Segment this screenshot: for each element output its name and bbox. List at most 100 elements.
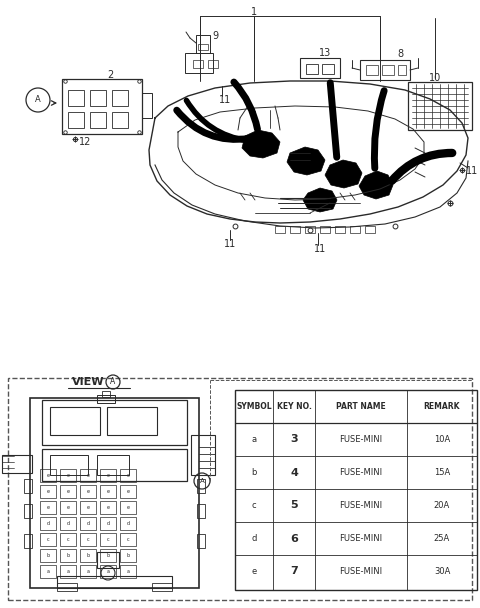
Bar — [100, 565, 116, 578]
Text: FUSE-MINI: FUSE-MINI — [339, 435, 383, 444]
Bar — [100, 517, 116, 530]
Text: a: a — [86, 569, 89, 574]
Text: d: d — [126, 521, 130, 526]
Text: 13: 13 — [319, 48, 331, 58]
Text: d: d — [252, 534, 257, 543]
Text: REMARK: REMARK — [424, 402, 460, 411]
Bar — [60, 469, 76, 482]
Bar — [100, 469, 116, 482]
Bar — [62, 79, 142, 134]
Text: e: e — [252, 567, 257, 576]
Bar — [120, 485, 136, 498]
Text: 8: 8 — [397, 49, 403, 59]
Bar — [185, 53, 213, 73]
Bar — [197, 504, 205, 518]
Bar — [408, 82, 472, 130]
Text: FUSE-MINI: FUSE-MINI — [339, 468, 383, 477]
Text: c: c — [87, 537, 89, 542]
Bar — [97, 552, 119, 568]
Text: a: a — [107, 569, 109, 574]
Bar — [191, 435, 215, 475]
Bar — [152, 583, 172, 591]
Text: 3: 3 — [290, 435, 298, 444]
Text: d: d — [107, 521, 109, 526]
Text: KEY NO.: KEY NO. — [276, 402, 312, 411]
Bar — [305, 226, 315, 233]
Bar — [193, 60, 203, 68]
Text: e: e — [127, 473, 130, 478]
Text: e: e — [107, 505, 109, 510]
Bar — [60, 485, 76, 498]
Bar — [120, 565, 136, 578]
Text: 4: 4 — [290, 468, 298, 477]
Text: 30A: 30A — [434, 567, 450, 576]
Bar — [365, 226, 375, 233]
Bar — [120, 517, 136, 530]
Bar — [2, 455, 32, 473]
Bar — [30, 398, 199, 588]
Text: 11: 11 — [219, 95, 231, 105]
Bar — [60, 501, 76, 514]
Text: c: c — [107, 537, 109, 542]
Bar — [50, 407, 100, 435]
Bar — [80, 533, 96, 546]
Bar — [197, 534, 205, 548]
Text: 9: 9 — [212, 31, 218, 41]
Bar — [398, 65, 406, 75]
Bar — [320, 226, 330, 233]
Bar — [235, 390, 477, 590]
Bar — [100, 533, 116, 546]
Bar — [40, 549, 56, 562]
Text: 10A: 10A — [434, 435, 450, 444]
Bar — [40, 501, 56, 514]
Text: 1: 1 — [251, 7, 257, 17]
Text: PART NAME: PART NAME — [336, 402, 386, 411]
Text: e: e — [86, 505, 89, 510]
Bar — [50, 455, 88, 475]
Text: c: c — [47, 537, 49, 542]
Bar — [42, 449, 187, 481]
Polygon shape — [359, 171, 393, 199]
Bar — [197, 479, 205, 493]
Text: 10: 10 — [429, 73, 441, 83]
Text: 11: 11 — [224, 239, 236, 249]
Text: e: e — [47, 489, 49, 494]
Bar — [300, 58, 340, 78]
Bar — [120, 501, 136, 514]
Bar — [142, 93, 152, 118]
Text: b: b — [252, 468, 257, 477]
Bar — [90, 90, 106, 106]
Text: e: e — [47, 473, 49, 478]
Text: 2: 2 — [107, 70, 113, 80]
Bar — [100, 485, 116, 498]
Bar — [24, 479, 32, 493]
Bar — [90, 112, 106, 128]
Text: 25A: 25A — [434, 534, 450, 543]
Text: e: e — [86, 473, 89, 478]
Bar — [120, 549, 136, 562]
Text: a: a — [67, 569, 70, 574]
Bar — [40, 533, 56, 546]
Polygon shape — [287, 147, 325, 175]
Text: e: e — [67, 473, 70, 478]
Text: b: b — [47, 553, 49, 558]
Bar — [60, 549, 76, 562]
Bar — [80, 517, 96, 530]
Bar — [196, 35, 210, 53]
Text: d: d — [47, 521, 49, 526]
Bar — [290, 226, 300, 233]
Bar — [40, 517, 56, 530]
Bar — [42, 400, 187, 445]
Bar — [8, 378, 472, 600]
Bar — [107, 407, 157, 435]
Text: FUSE-MINI: FUSE-MINI — [339, 534, 383, 543]
Text: 11: 11 — [466, 166, 478, 176]
Text: 12: 12 — [79, 137, 91, 147]
Bar — [57, 583, 77, 591]
Bar — [80, 469, 96, 482]
Text: a: a — [127, 569, 130, 574]
Bar — [275, 226, 285, 233]
Text: b: b — [126, 553, 130, 558]
Text: e: e — [86, 489, 89, 494]
Text: d: d — [66, 521, 70, 526]
